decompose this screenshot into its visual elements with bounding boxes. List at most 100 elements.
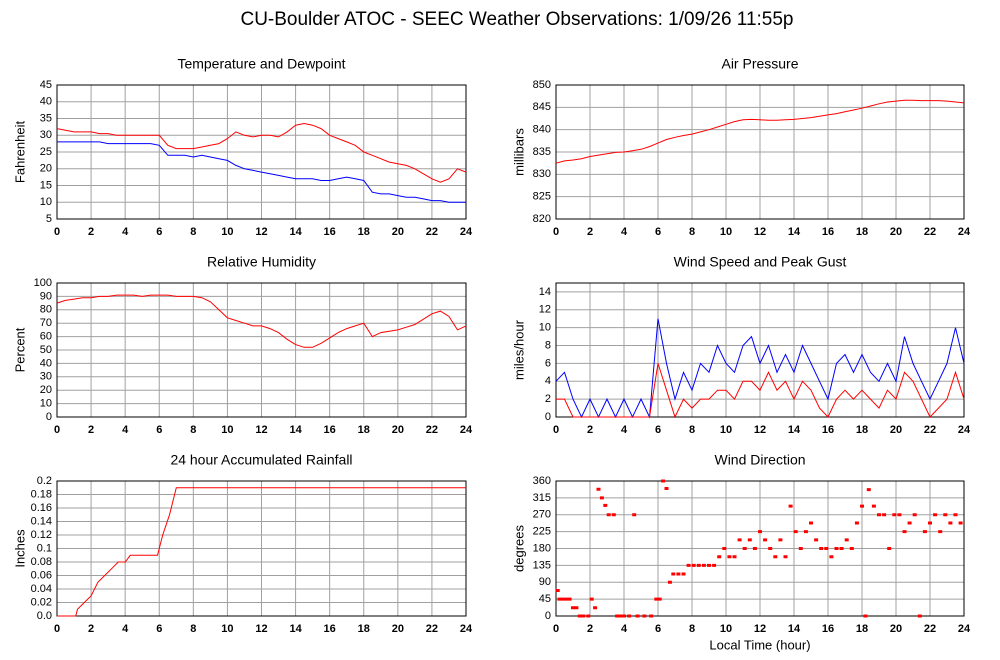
- y-tick-label: 0.16: [31, 502, 52, 514]
- x-tick-label: 8: [190, 226, 196, 238]
- y-tick-label: 45: [40, 79, 52, 91]
- data-point: [581, 614, 586, 618]
- y-tick-label: 0.12: [31, 529, 52, 541]
- x-tick-label: 24: [958, 623, 971, 635]
- plot-border: [555, 84, 965, 220]
- x-tick-label: 2: [587, 424, 593, 436]
- data-point: [819, 547, 824, 550]
- x-tick-label: 20: [392, 226, 404, 238]
- y-tick-label: 0: [46, 411, 52, 423]
- data-point: [803, 530, 808, 534]
- page-title: CU-Boulder ATOC - SEEC Weather Observati…: [240, 9, 793, 30]
- x-tick-label: 8: [190, 424, 196, 436]
- x-tick-label: 18: [358, 623, 370, 635]
- x-tick-label: 22: [924, 424, 936, 436]
- y-tick-label: 315: [533, 492, 551, 504]
- x-tick-label: 4: [122, 226, 129, 238]
- x-tick-label: 0: [54, 226, 60, 238]
- data-point: [661, 479, 666, 483]
- x-tick-label: 14: [289, 226, 302, 238]
- data-point: [586, 614, 591, 618]
- x-tick-label: 10: [720, 424, 732, 436]
- data-point: [560, 597, 565, 601]
- x-tick-label: 18: [856, 623, 868, 635]
- data-point: [948, 521, 953, 525]
- x-tick-label: 12: [754, 623, 766, 635]
- y-tick-label: 90: [40, 290, 52, 302]
- x-tick-label: 10: [221, 424, 233, 436]
- y-axis-label: Fahrenheit: [12, 121, 27, 184]
- data-point: [897, 513, 902, 517]
- data-point: [798, 547, 803, 550]
- y-tick-label: 0.08: [31, 556, 52, 568]
- data-line: [555, 99, 965, 164]
- data-point: [902, 530, 907, 534]
- x-tick-label: 20: [890, 226, 902, 238]
- y-tick-label: 70: [40, 317, 52, 329]
- data-point: [577, 614, 582, 618]
- y-axis-label: millibars: [511, 128, 526, 176]
- data-point: [933, 513, 938, 517]
- plot-border: [555, 282, 965, 418]
- y-tick-label: 270: [533, 509, 551, 521]
- data-point: [877, 513, 881, 517]
- x-tick-label: 18: [358, 226, 370, 238]
- y-tick-label: 60: [40, 331, 52, 343]
- data-point: [681, 572, 686, 576]
- data-point: [632, 513, 637, 517]
- data-point: [696, 563, 701, 567]
- data-point: [737, 538, 742, 542]
- x-tick-label: 6: [655, 424, 661, 436]
- data-point: [871, 504, 876, 508]
- data-point: [627, 614, 632, 618]
- data-point: [603, 503, 608, 507]
- y-tick-label: 45: [539, 593, 551, 605]
- x-tick-label: 10: [221, 226, 233, 238]
- data-point: [773, 555, 778, 559]
- data-point: [667, 580, 672, 584]
- y-tick-label: 100: [34, 277, 52, 289]
- y-tick-label: 20: [40, 384, 52, 396]
- data-point: [686, 563, 691, 567]
- chart-title: Air Pressure: [721, 56, 798, 72]
- y-tick-label: 30: [40, 129, 52, 141]
- y-tick-label: 360: [533, 475, 551, 487]
- data-point: [752, 547, 757, 550]
- data-point: [611, 513, 616, 517]
- y-tick-label: 25: [40, 146, 52, 158]
- data-point: [958, 521, 963, 525]
- data-point: [768, 547, 773, 550]
- data-point: [953, 513, 958, 517]
- data-point: [943, 513, 948, 517]
- y-tick-label: 40: [40, 96, 52, 108]
- y-tick-label: 10: [40, 398, 52, 410]
- data-point: [564, 597, 569, 601]
- y-tick-label: 135: [533, 559, 551, 571]
- data-point: [860, 504, 864, 508]
- x-tick-label: 14: [788, 623, 801, 635]
- x-tick-label: 10: [720, 623, 732, 635]
- data-point: [854, 521, 859, 525]
- data-line: [57, 141, 466, 203]
- x-tick-label: 4: [621, 623, 628, 635]
- y-tick-label: 50: [40, 344, 52, 356]
- data-point: [701, 563, 706, 567]
- data-point: [618, 614, 623, 618]
- plot-border: [56, 282, 467, 418]
- x-tick-label: 8: [689, 424, 695, 436]
- data-point: [593, 606, 598, 610]
- x-tick-label: 4: [122, 623, 129, 635]
- x-tick-label: 22: [924, 623, 936, 635]
- x-tick-label: 22: [426, 424, 438, 436]
- data-point: [717, 555, 722, 559]
- x-tick-label: 2: [587, 226, 593, 238]
- y-axis-label: Inches: [12, 529, 27, 568]
- chart-title: 24 hour Accumulated Rainfall: [170, 452, 352, 468]
- x-tick-label: 0: [54, 623, 60, 635]
- data-point: [606, 513, 611, 517]
- data-point: [691, 563, 696, 567]
- y-tick-label: 0.0: [37, 610, 52, 622]
- data-point: [707, 563, 711, 567]
- chart-title: Relative Humidity: [207, 254, 316, 270]
- data-point: [763, 538, 768, 542]
